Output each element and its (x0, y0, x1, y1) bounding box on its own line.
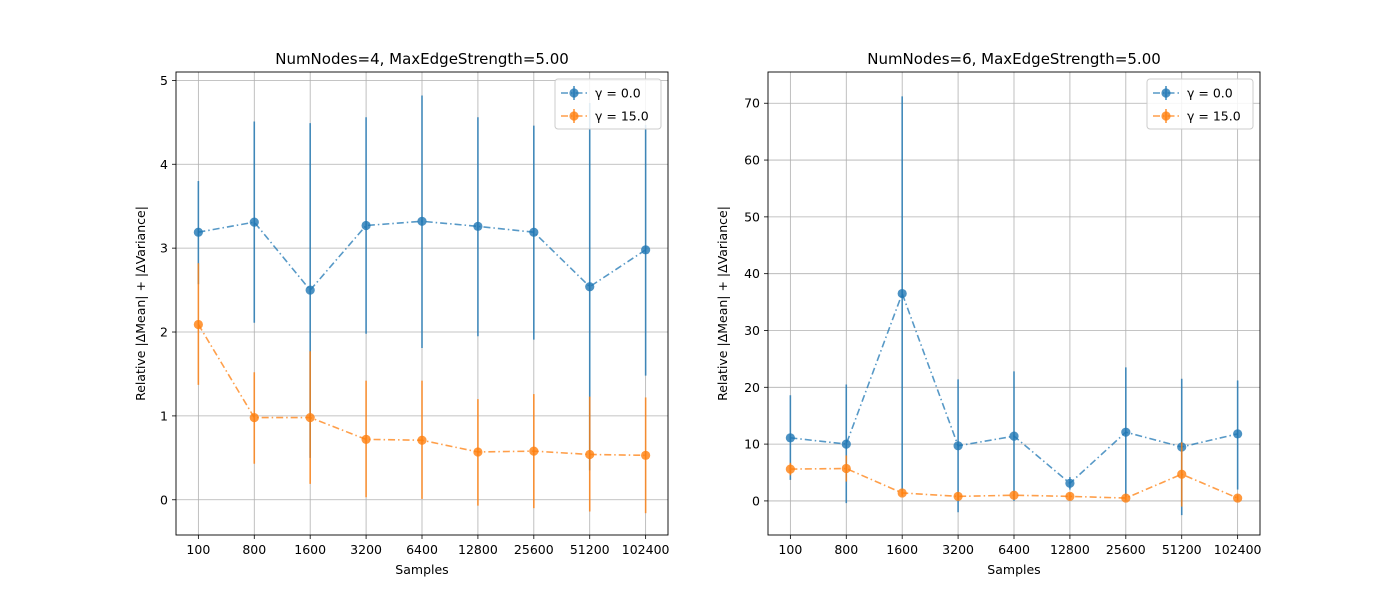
legend-label: γ = 15.0 (1187, 109, 1241, 124)
data-point (1121, 493, 1131, 503)
data-point (417, 435, 427, 445)
data-point (1065, 491, 1075, 501)
legend: γ = 0.0 γ = 15.0 (1146, 78, 1254, 130)
chart-right-panel: 100 800 1600 3200 6400 12800 25600 51200 1024000… (715, 50, 1262, 577)
axes-frame (767, 71, 1261, 536)
x-tick-label: 12800 (458, 542, 498, 557)
data-point (193, 227, 203, 237)
data-point (361, 220, 371, 231)
y-axis-label: Relative |ΔMean| + |ΔVariance| (715, 206, 730, 401)
x-tick-label: 102400 (622, 542, 670, 557)
data-point (1065, 478, 1075, 488)
data-point (1009, 431, 1019, 441)
x-tick-label: 12800 (1050, 542, 1090, 557)
data-point (897, 288, 907, 299)
data-point (785, 433, 795, 443)
y-tick-label: 10 (744, 437, 760, 452)
data-point (249, 412, 259, 423)
legend-marker-swatch (569, 88, 579, 98)
data-point (529, 227, 539, 237)
legend-entry: γ = 0.0 (561, 86, 641, 101)
chart-left-panel: 100 800 1600 3200 6400 12800 25600 51200 102400 0… (133, 50, 670, 577)
y-tick-label: 30 (744, 323, 760, 338)
x-tick-label: 51200 (570, 542, 610, 557)
y-tick-label: 5 (160, 73, 168, 88)
legend-label: γ = 15.0 (595, 109, 649, 124)
chart-title: NumNodes=4, MaxEdgeStrength=5.00 (275, 50, 569, 68)
data-point (473, 221, 483, 231)
data-point (529, 446, 539, 456)
y-axis-ticks: 0 10 20 30 40 50 60 70 (744, 96, 768, 508)
y-tick-label: 0 (752, 493, 760, 508)
x-tick-label: 25600 (1106, 542, 1146, 557)
y-tick-label: 1 (160, 408, 168, 423)
y-axis-ticks: 0 1 2 3 4 5 (160, 73, 176, 507)
data-point (305, 412, 315, 423)
y-axis-label: Relative |ΔMean| + |ΔVariance| (133, 206, 148, 401)
axes-frame (175, 71, 669, 536)
data-point (585, 282, 595, 292)
data-point (473, 447, 483, 457)
data-point (305, 285, 315, 295)
x-axis-ticks: 100 800 1600 3200 6400 12800 25600 51200 102400 (778, 535, 1262, 557)
series-gamma-15 (785, 442, 1243, 507)
data-point (953, 491, 963, 501)
x-tick-label: 6400 (406, 542, 438, 557)
legend-label: γ = 0.0 (1187, 86, 1233, 101)
legend-entry: γ = 0.0 (1153, 86, 1233, 101)
y-tick-label: 20 (744, 380, 760, 395)
x-axis-label: Samples (987, 562, 1040, 577)
legend-marker-swatch (569, 111, 579, 121)
x-axis-ticks: 100 800 1600 3200 6400 12800 25600 51200 102400 (186, 535, 670, 557)
data-point (641, 450, 651, 460)
x-tick-label: 800 (242, 542, 266, 557)
x-tick-label: 3200 (350, 542, 382, 557)
y-tick-label: 2 (160, 325, 168, 340)
x-tick-label: 6400 (998, 542, 1030, 557)
legend: γ = 0.0 γ = 15.0 (554, 78, 662, 130)
data-point (1121, 427, 1131, 437)
legend-marker-swatch (1161, 88, 1171, 98)
y-tick-label: 60 (744, 153, 760, 168)
data-point (1177, 469, 1187, 479)
data-point (361, 434, 371, 444)
data-point (641, 245, 651, 255)
data-point (193, 319, 203, 330)
series-gamma-15 (193, 263, 651, 514)
y-tick-label: 3 (160, 241, 168, 256)
data-point (785, 464, 795, 474)
data-point (1233, 429, 1243, 439)
y-tick-label: 50 (744, 209, 760, 224)
x-tick-label: 1600 (294, 542, 326, 557)
y-tick-label: 40 (744, 266, 760, 281)
data-point (417, 216, 427, 226)
x-tick-label: 100 (778, 542, 802, 557)
x-axis-label: Samples (395, 562, 448, 577)
x-tick-label: 1600 (886, 542, 918, 557)
data-point (897, 488, 907, 498)
legend-entry: γ = 15.0 (1153, 109, 1241, 124)
y-tick-label: 4 (160, 157, 168, 172)
data-point (841, 439, 851, 449)
data-point (841, 463, 851, 474)
x-tick-label: 25600 (514, 542, 554, 557)
data-point (1009, 490, 1019, 500)
data-point (249, 217, 259, 227)
chart-title: NumNodes=6, MaxEdgeStrength=5.00 (867, 50, 1161, 68)
y-tick-label: 0 (160, 492, 168, 507)
legend-marker-swatch (1161, 111, 1171, 121)
data-point (953, 441, 963, 451)
legend-entry: γ = 15.0 (561, 109, 649, 124)
data-point (585, 449, 595, 460)
y-tick-label: 70 (744, 96, 760, 111)
x-tick-label: 3200 (942, 542, 974, 557)
legend-label: γ = 0.0 (595, 86, 641, 101)
x-tick-label: 800 (834, 542, 858, 557)
x-tick-label: 100 (186, 542, 210, 557)
data-point (1233, 493, 1243, 503)
x-tick-label: 102400 (1214, 542, 1262, 557)
x-tick-label: 51200 (1162, 542, 1202, 557)
